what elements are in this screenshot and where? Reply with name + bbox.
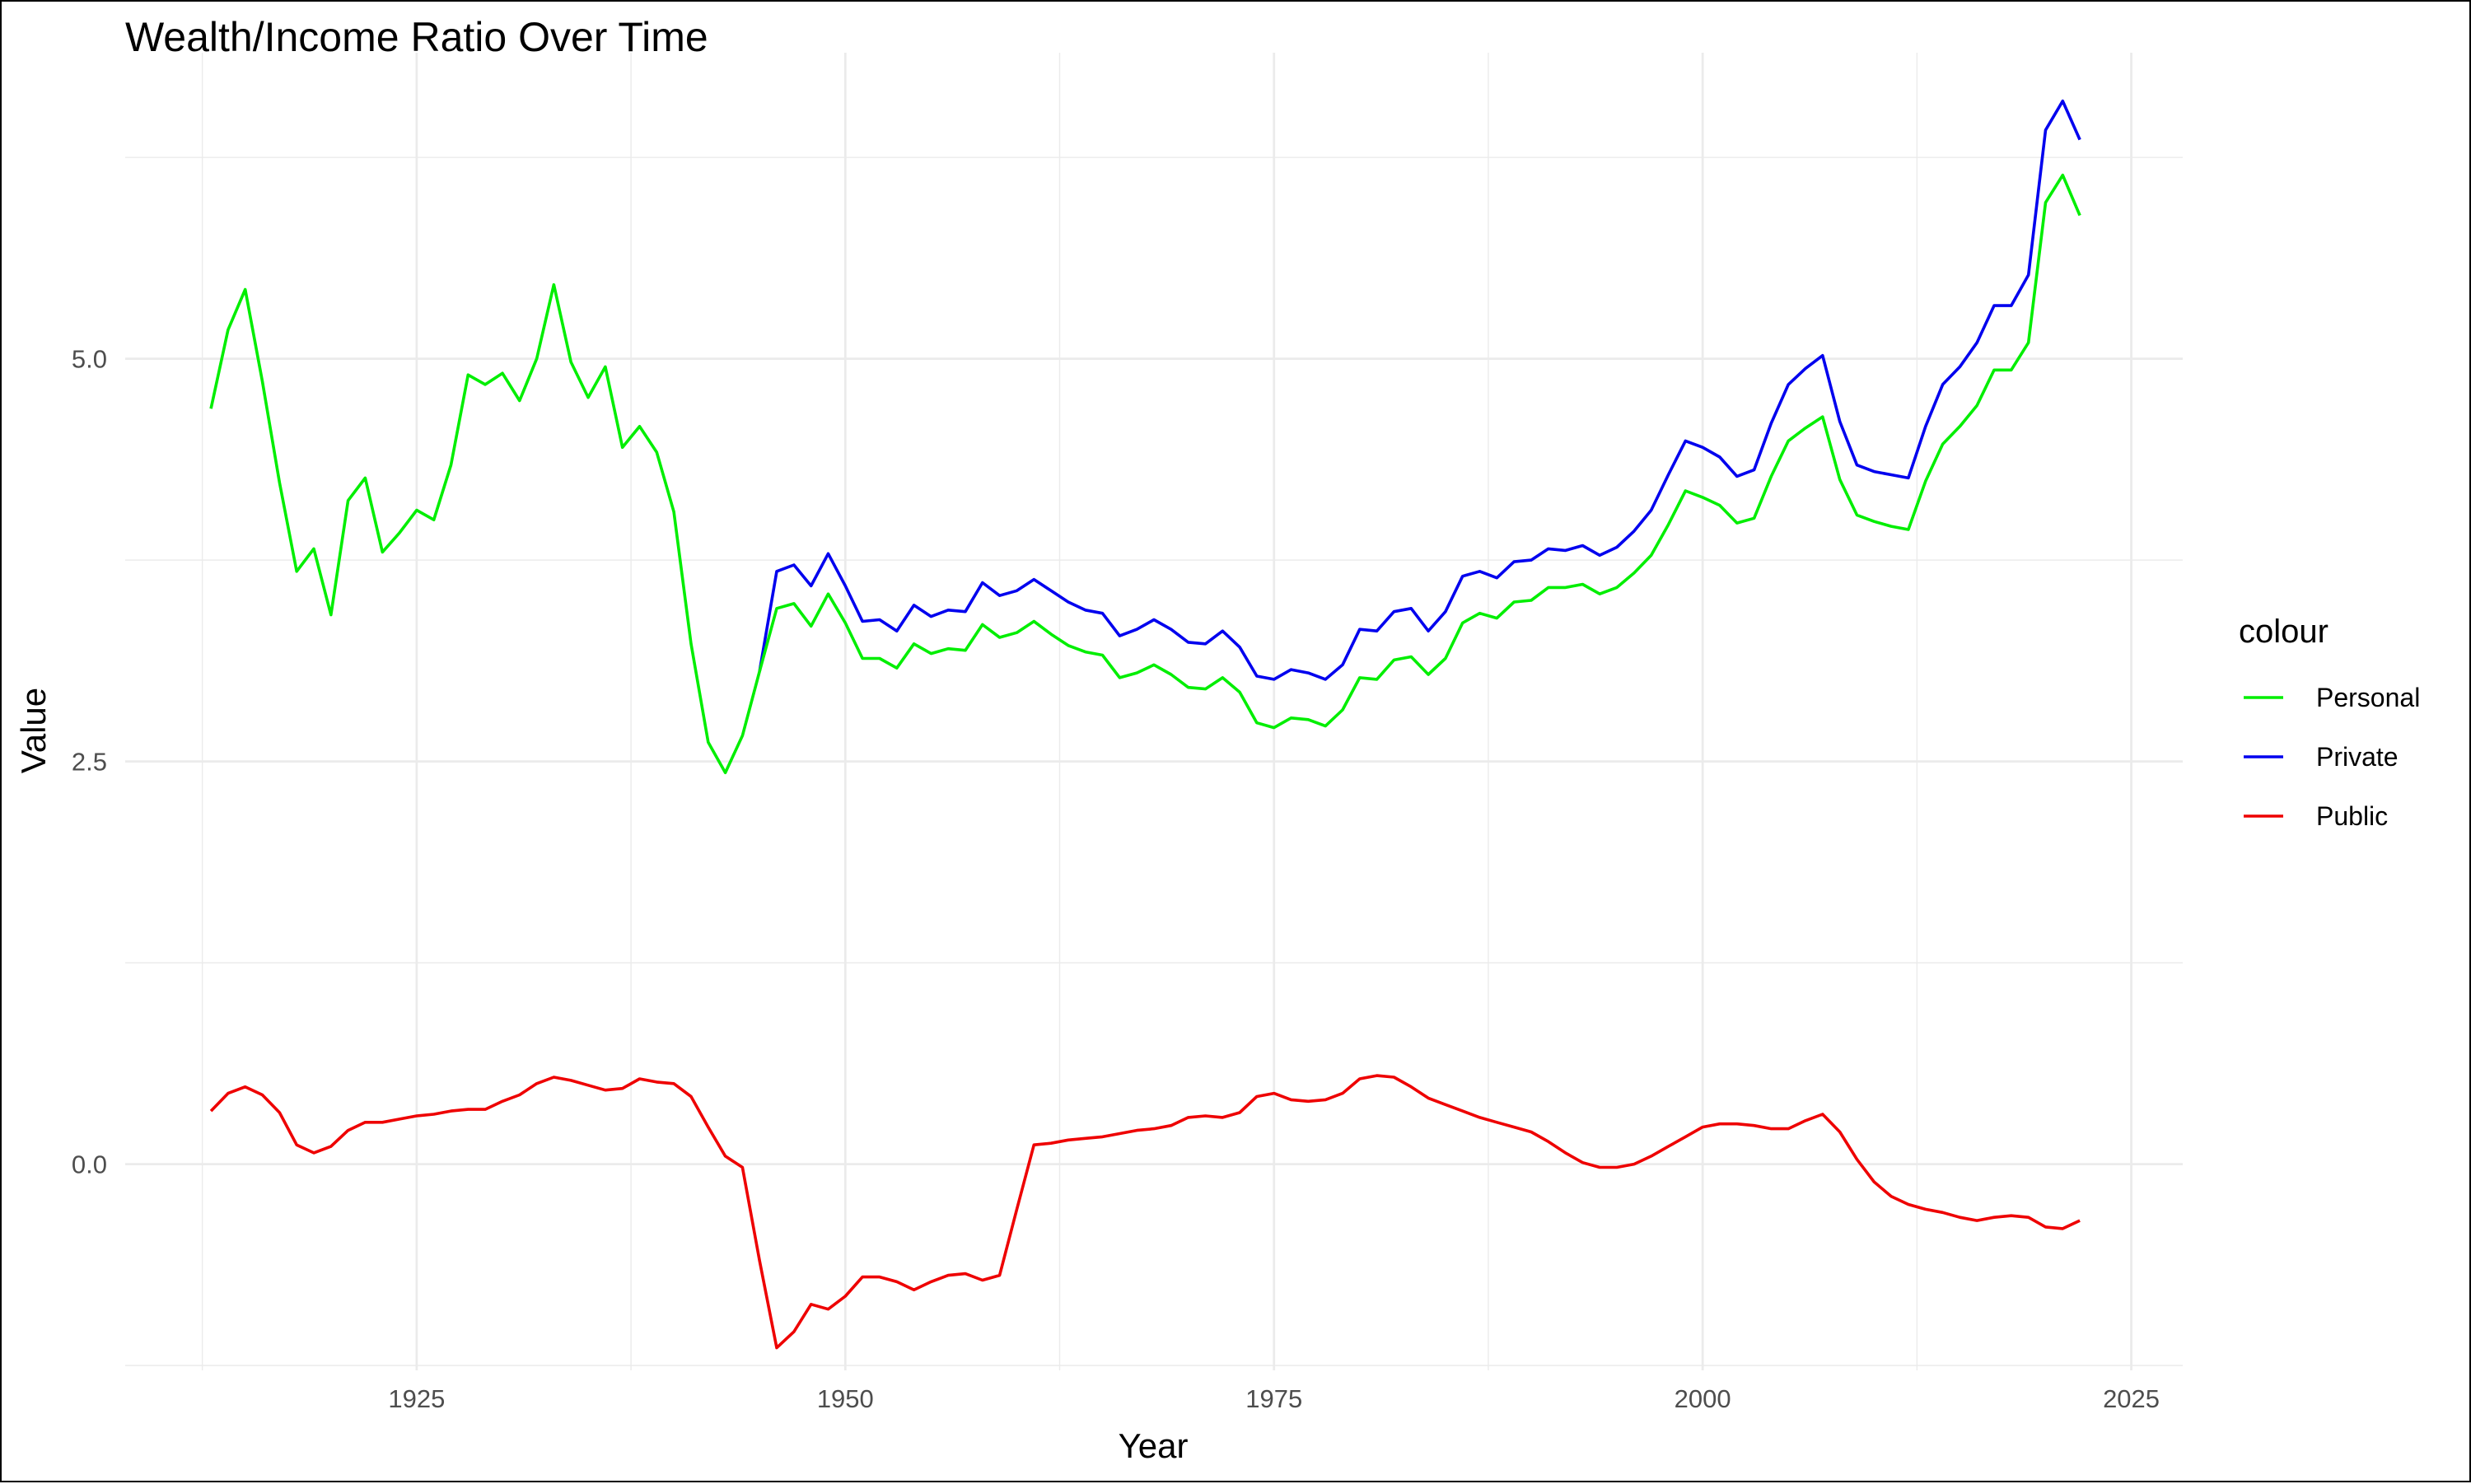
- legend-label-public: Public: [2316, 801, 2388, 831]
- grid-lines: [125, 53, 2183, 1370]
- y-tick-label: 2.5: [72, 748, 107, 777]
- series-line-private: [758, 99, 2081, 681]
- x-tick-label: 1925: [388, 1384, 445, 1413]
- y-axis-ticks: 0.0 2.5 5.0: [72, 345, 107, 1179]
- legend-label-private: Private: [2316, 742, 2399, 772]
- series-line-personal: [209, 173, 2081, 775]
- y-tick-label: 0.0: [72, 1150, 107, 1179]
- y-tick-label: 5.0: [72, 345, 107, 374]
- x-tick-label: 2000: [1675, 1384, 1731, 1413]
- chart-title: Wealth/Income Ratio Over Time: [125, 14, 708, 60]
- x-tick-label: 1950: [817, 1384, 874, 1413]
- legend-title: colour: [2239, 614, 2329, 650]
- x-tick-label: 1975: [1245, 1384, 1302, 1413]
- x-axis-title: Year: [1119, 1426, 1189, 1465]
- legend-items: Personal Private Public: [2244, 683, 2420, 831]
- series-line-public: [209, 1074, 2081, 1350]
- x-tick-label: 2025: [2103, 1384, 2160, 1413]
- legend-label-personal: Personal: [2316, 683, 2420, 712]
- series-layer: [209, 99, 2081, 1350]
- y-axis-title: Value: [14, 688, 53, 773]
- legend: colour Personal Private Public: [2239, 614, 2420, 831]
- x-axis-ticks: 1925 1950 1975 2000 2025: [388, 1384, 2160, 1413]
